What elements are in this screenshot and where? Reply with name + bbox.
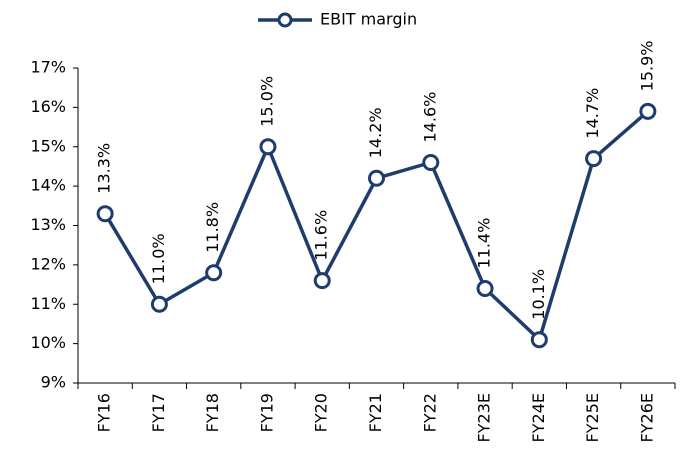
- point: [96, 205, 114, 223]
- x-tick-label: FY17: [149, 393, 168, 432]
- data-label: 10.1%: [529, 269, 548, 320]
- y-tick-label: 11%: [30, 294, 66, 313]
- point: [313, 272, 331, 290]
- x-tick-label: FY21: [366, 393, 385, 432]
- y-tick-label: 15%: [30, 136, 66, 155]
- point: [530, 331, 548, 349]
- data-label: 14.6%: [420, 92, 439, 143]
- point: [150, 295, 168, 313]
- y-tick-label: 14%: [30, 176, 66, 195]
- data-label: 11.0%: [149, 233, 168, 284]
- x-tick-label: FY22: [420, 393, 439, 432]
- x-tick-label: FY23E: [475, 393, 494, 442]
- data-label: 14.2%: [366, 107, 385, 158]
- legend-marker: [277, 12, 293, 28]
- x-tick-label: FY18: [203, 393, 222, 432]
- point: [422, 154, 440, 171]
- point: [205, 264, 223, 282]
- y-tick-label: 13%: [30, 215, 66, 234]
- data-label: 11.8%: [203, 202, 222, 253]
- y-tick-label: 12%: [30, 254, 66, 273]
- point: [259, 138, 277, 156]
- data-label: 15.9%: [637, 40, 656, 91]
- x-tick-label: FY19: [257, 393, 276, 432]
- point: [368, 169, 385, 187]
- y-tick-label: 16%: [30, 97, 66, 116]
- x-tick-label: FY24E: [529, 393, 548, 442]
- point: [476, 280, 494, 297]
- x-tick-label: FY26E: [637, 393, 656, 442]
- x-tick-label: FY25E: [583, 393, 602, 442]
- y-tick-label: 9%: [41, 373, 66, 392]
- data-label: 11.4%: [475, 218, 494, 269]
- data-label: 15.0%: [257, 76, 276, 127]
- point: [639, 102, 657, 120]
- x-tick-label: FY16: [95, 393, 114, 432]
- data-label: 14.7%: [583, 88, 602, 139]
- legend-label: EBIT margin: [320, 10, 417, 29]
- y-tick-label: 17%: [30, 58, 66, 77]
- x-tick-label: FY20: [312, 393, 331, 432]
- data-label: 11.6%: [312, 210, 331, 261]
- y-tick-label: 10%: [30, 333, 66, 352]
- point: [585, 150, 603, 168]
- data-label: 13.3%: [95, 143, 114, 194]
